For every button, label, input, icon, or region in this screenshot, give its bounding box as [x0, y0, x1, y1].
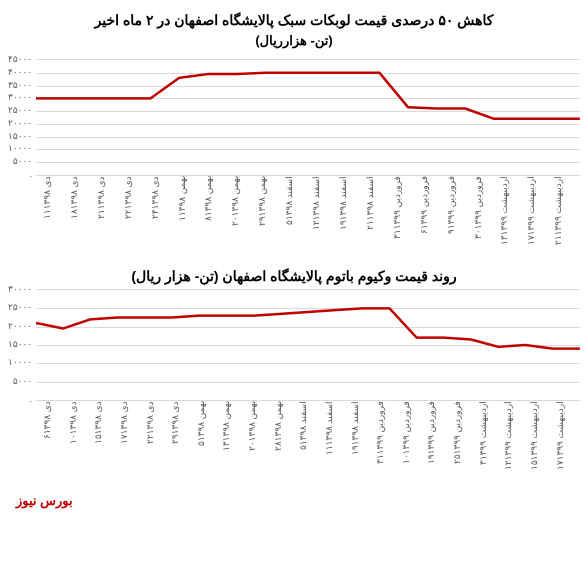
- chart-1-plot-area: ۴۵۰۰۰۴۰۰۰۰۳۵۰۰۰۳۰۰۰۰۲۵۰۰۰۲۰۰۰۰۱۵۰۰۰۱۰۰۰۰…: [8, 59, 580, 176]
- x-tick-label: ۲۰بهمن ۱۳۹۸: [230, 176, 257, 248]
- x-tick-label: ۲۹دی ۱۳۹۸: [170, 401, 196, 473]
- chart-2-plot: [36, 289, 580, 401]
- footer-brand: بورس نیوز: [8, 493, 580, 509]
- x-tick-label: ۱۱دی ۱۳۹۸: [42, 176, 69, 248]
- chart-2-y-axis: ۳۰۰۰۰۲۵۰۰۰۲۰۰۰۰۱۵۰۰۰۱۰۰۰۰۵۰۰۰.: [8, 289, 36, 399]
- x-tick-label: ۱۷اردیبهشت ۱۳۹۹: [555, 401, 581, 473]
- x-tick-label: ۶دی ۱۳۹۸: [42, 401, 68, 473]
- x-tick-label: ۲۰بهمن ۱۳۹۸: [247, 401, 273, 473]
- chart-2: روند قیمت وکیوم باتوم پالایشگاه اصفهان (…: [8, 268, 580, 473]
- chart-1-x-axis: ۱۱دی ۱۳۹۸۱۸دی ۱۳۹۸۲۱دی ۱۳۹۸۲۲دی ۱۳۹۸۲۴دی…: [42, 176, 580, 248]
- chart-2-x-axis: ۶دی ۱۳۹۸۱۰دی ۱۳۹۸۱۵دی ۱۳۹۸۱۷دی ۱۳۹۸۲۲دی …: [42, 401, 580, 473]
- x-tick-label: ۱۸دی ۱۳۹۸: [69, 176, 96, 248]
- x-tick-label: ۹فروردین ۱۳۹۹: [446, 176, 473, 248]
- x-tick-label: ۳۰فروردین ۱۳۹۹: [473, 176, 500, 248]
- x-tick-label: ۲۱دی ۱۳۹۸: [96, 176, 123, 248]
- x-tick-label: ۱۷اردیبهشت ۱۳۹۹: [526, 176, 553, 248]
- x-tick-label: ۱۷دی ۱۳۹۸: [119, 401, 145, 473]
- x-tick-label: ۱۳بهمن ۱۳۹۸: [221, 401, 247, 473]
- x-tick-label: ۱۵اردیبهشت ۱۳۹۹: [529, 401, 555, 473]
- x-tick-label: ۶فروردین ۱۳۹۹: [419, 176, 446, 248]
- x-tick-label: ۲۲دی ۱۳۹۸: [123, 176, 150, 248]
- chart-1-title: کاهش ۵۰ درصدی قیمت لوبکات سبک پالایشگاه …: [8, 12, 580, 29]
- chart-1-plot: [36, 59, 580, 176]
- x-tick-label: ۳۱فروردین ۱۳۹۹: [392, 176, 419, 248]
- x-tick-label: ۱۳اردیبهشت ۱۳۹۹: [499, 176, 526, 248]
- x-tick-label: ۸بهمن ۱۳۹۸: [203, 176, 230, 248]
- x-tick-label: ۲۵فروردین ۱۳۹۹: [452, 401, 478, 473]
- x-tick-label: ۲۴دی ۱۳۹۸: [150, 176, 177, 248]
- x-tick-label: ۱بهمن ۱۳۹۸: [177, 176, 204, 248]
- line-series: [36, 290, 580, 400]
- x-tick-label: ۳اردیبهشت ۱۳۹۹: [478, 401, 504, 473]
- chart-2-title: روند قیمت وکیوم باتوم پالایشگاه اصفهان (…: [8, 268, 580, 285]
- x-tick-label: ۱۲اسفند ۱۳۹۸: [311, 176, 338, 248]
- x-tick-label: ۱۹فروردین ۱۳۹۹: [426, 401, 452, 473]
- chart-1-subtitle: (تن- هزارریال): [8, 33, 580, 49]
- x-tick-label: ۲۹بهمن ۱۳۹۸: [257, 176, 284, 248]
- x-tick-label: ۲۸بهمن ۱۳۹۸: [273, 401, 299, 473]
- x-tick-label: ۱۰فروردین ۱۳۹۹: [401, 401, 427, 473]
- x-tick-label: ۲۱اسفند ۱۳۹۸: [365, 176, 392, 248]
- x-tick-label: ۲۲دی ۱۳۹۸: [145, 401, 171, 473]
- x-tick-label: ۱۹اسفند ۱۳۹۸: [338, 176, 365, 248]
- x-tick-label: ۲۱اردیبهشت ۱۳۹۹: [553, 176, 580, 248]
- x-tick-label: ۵بهمن ۱۳۹۸: [196, 401, 222, 473]
- x-tick-label: ۱۹اسفند ۱۳۹۸: [350, 401, 376, 473]
- line-series: [36, 60, 580, 175]
- x-tick-label: ۱۲اردیبهشت ۱۳۹۹: [503, 401, 529, 473]
- chart-2-plot-area: ۳۰۰۰۰۲۵۰۰۰۲۰۰۰۰۱۵۰۰۰۱۰۰۰۰۵۰۰۰.: [8, 289, 580, 401]
- x-tick-label: ۳۱فروردین ۱۳۹۹: [375, 401, 401, 473]
- x-tick-label: ۱۱اسفند ۱۳۹۸: [324, 401, 350, 473]
- x-tick-label: ۵اسفند ۱۳۹۸: [298, 401, 324, 473]
- chart-1: کاهش ۵۰ درصدی قیمت لوبکات سبک پالایشگاه …: [8, 12, 580, 248]
- chart-1-y-axis: ۴۵۰۰۰۴۰۰۰۰۳۵۰۰۰۳۰۰۰۰۲۵۰۰۰۲۰۰۰۰۱۵۰۰۰۱۰۰۰۰…: [8, 59, 36, 174]
- x-tick-label: ۱۵دی ۱۳۹۸: [93, 401, 119, 473]
- x-tick-label: ۵اسفند ۱۳۹۸: [284, 176, 311, 248]
- x-tick-label: ۱۰دی ۱۳۹۸: [68, 401, 94, 473]
